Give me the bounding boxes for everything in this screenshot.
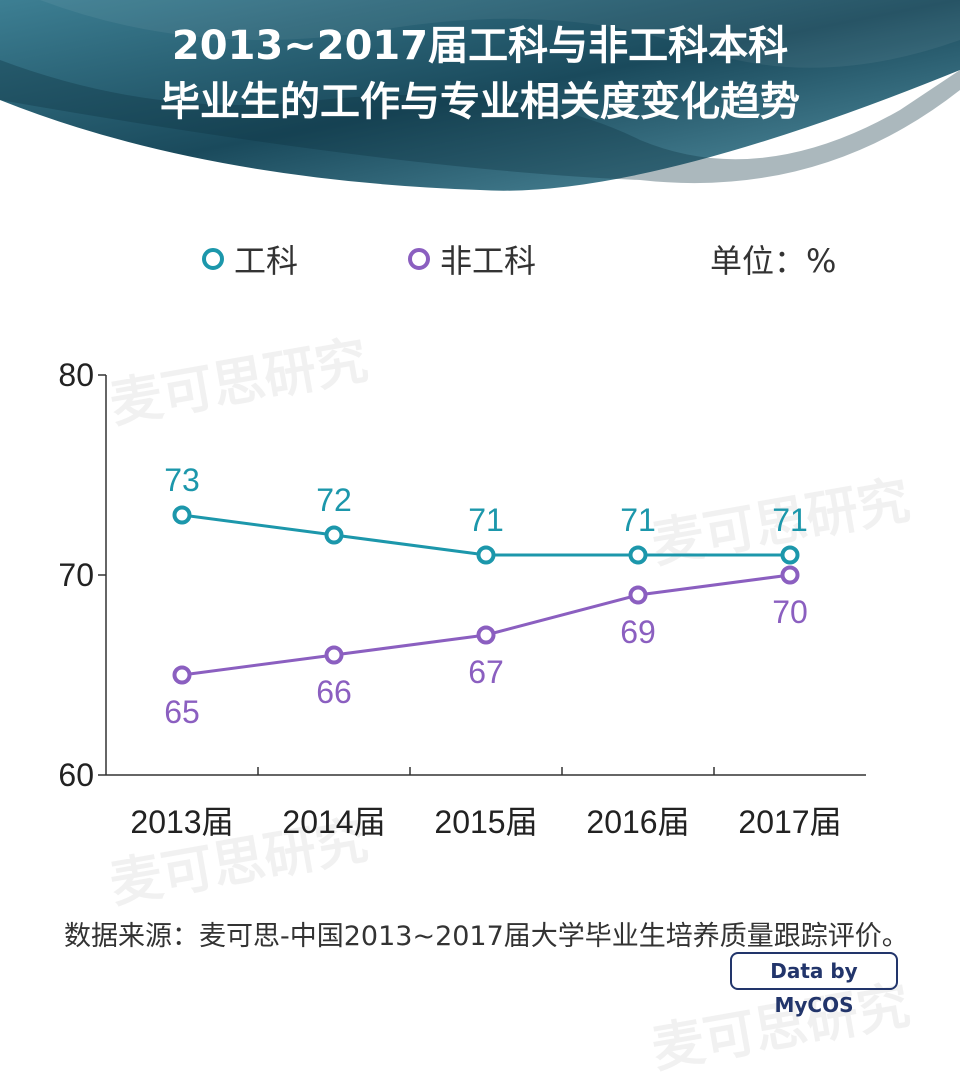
x-tick-label: 2017届 xyxy=(738,804,841,840)
source-note: 数据来源：麦可思-中国2013~2017届大学毕业生培养质量跟踪评价。 xyxy=(64,921,909,952)
y-tick-label: 70 xyxy=(58,557,94,593)
data-label-gk: 72 xyxy=(316,482,352,518)
x-tick-label: 2013届 xyxy=(130,804,233,840)
data-label-gk: 73 xyxy=(164,462,200,498)
data-label-fgk: 67 xyxy=(468,654,504,690)
data-label-gk: 71 xyxy=(468,502,504,538)
data-label-fgk: 66 xyxy=(316,674,352,710)
data-point-gk xyxy=(628,545,648,565)
y-tick-label: 60 xyxy=(58,757,94,793)
legend-item-gk: 工科 xyxy=(202,236,298,282)
legend-marker-gk xyxy=(202,248,224,270)
data-label-gk: 71 xyxy=(772,502,808,538)
y-tick-label: 80 xyxy=(58,357,94,393)
data-point-gk xyxy=(780,545,800,565)
unit-label: 单位：% xyxy=(710,242,837,280)
chart-title: 2013~2017届工科与非工科本科 毕业生的工作与专业相关度变化趋势 xyxy=(0,18,960,130)
data-point-fgk xyxy=(172,665,192,685)
legend-label-fgk: 非工科 xyxy=(440,242,537,280)
data-label-fgk: 70 xyxy=(772,594,808,630)
legend-item-fgk: 非工科 xyxy=(408,236,536,282)
brand-badge: Data by MyCOS xyxy=(730,952,898,1017)
data-label-gk: 71 xyxy=(620,502,656,538)
header-banner xyxy=(0,0,960,191)
data-label-fgk: 69 xyxy=(620,614,656,650)
title-line-2: 毕业生的工作与专业相关度变化趋势 xyxy=(160,79,800,125)
data-point-gk xyxy=(324,525,344,545)
title-line-1: 2013~2017届工科与非工科本科 xyxy=(171,23,789,69)
legend-label-gk: 工科 xyxy=(234,242,299,280)
data-point-gk xyxy=(172,505,192,525)
data-point-fgk xyxy=(628,585,648,605)
data-point-fgk xyxy=(324,645,344,665)
line-chart: 60 70 80 2013届 2014届 2015届 2016届 2017届 73 72 71 71 7… xyxy=(58,357,866,840)
legend-marker-fgk xyxy=(408,248,430,270)
data-label-fgk: 65 xyxy=(164,694,200,730)
data-point-gk xyxy=(476,545,496,565)
data-point-fgk xyxy=(780,565,800,585)
x-tick-label: 2014届 xyxy=(282,804,385,840)
legend: 工科 非工科 单位：% xyxy=(0,236,960,280)
data-point-fgk xyxy=(476,625,496,645)
x-tick-label: 2015届 xyxy=(434,804,537,840)
x-tick-label: 2016届 xyxy=(586,804,689,840)
